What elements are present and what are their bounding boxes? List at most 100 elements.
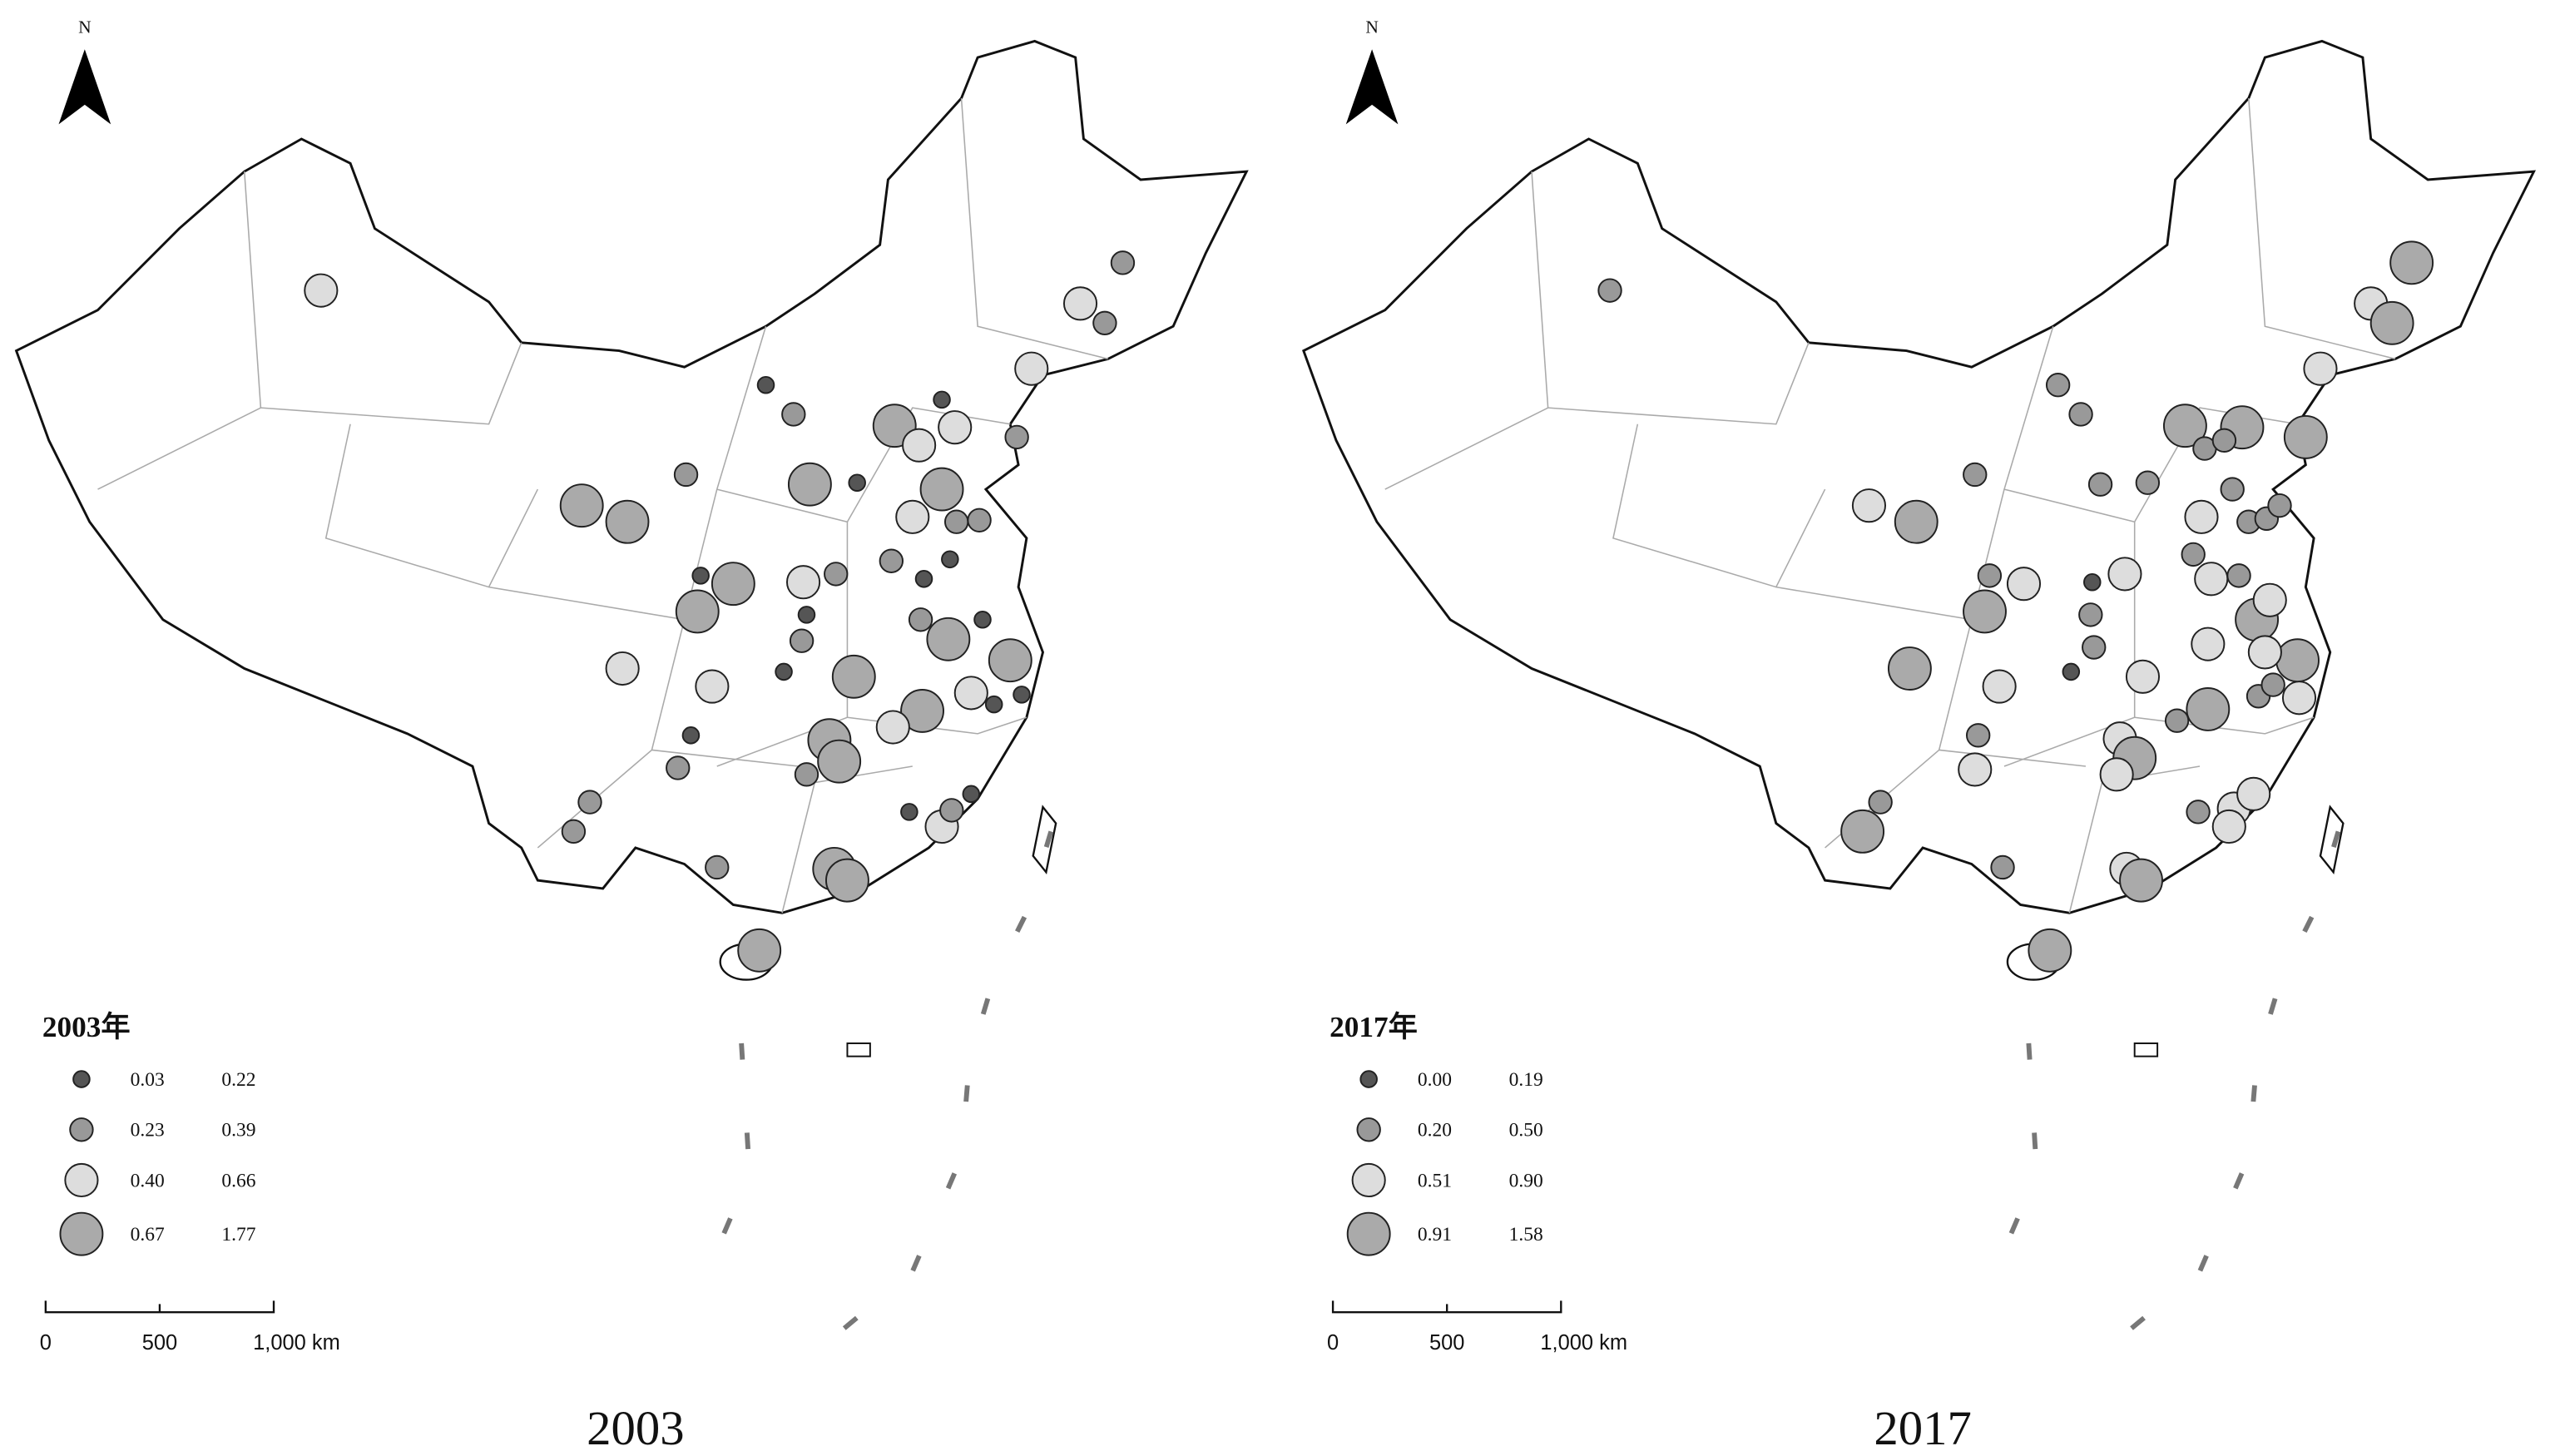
north-arrow [58,49,111,125]
city-circle [691,567,710,585]
legend-low: 0.23 [131,1120,165,1142]
city-circle [737,928,782,973]
city-circle [2028,928,2072,973]
city-circle [2303,351,2338,386]
city-circle [2247,635,2282,670]
legend-low: 0.91 [1418,1224,1452,1246]
city-circle [943,509,969,534]
legend-symbol [1359,1070,1378,1088]
legend-symbol [1351,1162,1386,1198]
legend-high: 0.39 [221,1120,255,1142]
city-circle [1958,752,1993,787]
province-border [1775,325,2054,621]
city-circle [879,548,904,573]
city-circle [1887,646,1932,691]
city-circle [984,695,1003,714]
legend-title: 2003年 [42,1011,131,1043]
island-taiwan [1032,805,1057,875]
scale-label: 0 [1327,1331,1339,1354]
city-circle [2260,672,2285,697]
city-circle [2186,800,2211,825]
city-circle [559,483,604,528]
north-label: N [1365,17,1379,37]
city-circle [1977,563,2003,588]
legend-low: 0.51 [1418,1170,1452,1191]
province-border [1547,342,1810,425]
north-arrow [1345,49,1399,125]
city-circle [2107,557,2142,592]
legend-high: 0.90 [1509,1170,1543,1191]
legend-high: 0.66 [221,1170,255,1191]
city-circle [1963,589,2007,634]
city-circle [831,654,876,699]
panel-caption: 2017 [1874,1401,1972,1455]
city-circle [2062,662,2081,681]
city-circle [962,785,981,804]
city-circle [2281,681,2317,716]
scale-label: 500 [1429,1331,1464,1354]
city-circle [2184,499,2219,534]
city-circle [1965,723,1991,748]
city-circle [1092,310,1117,335]
city-circle [919,467,964,512]
city-circle [2220,477,2245,502]
scale-label: 1,000 km [1540,1331,1627,1354]
city-circle [2211,428,2237,453]
legend-low: 0.67 [131,1224,165,1246]
city-circle [666,755,691,780]
city-circle [848,473,866,493]
city-circle [2082,635,2107,660]
city-circle [953,676,988,711]
city-circle [781,402,806,427]
legend-symbol [64,1162,99,1198]
legend-low: 0.40 [131,1170,165,1191]
city-circle [2164,708,2190,733]
city-circle [561,819,587,844]
city-circle [933,390,951,409]
city-circle [1110,250,1136,275]
city-circle [577,790,602,815]
city-circle [673,462,699,488]
province-border [1939,749,2087,767]
city-circle [605,651,640,686]
city-circle [825,858,869,903]
legend-symbol [1346,1211,1391,1256]
country-outline [14,39,1249,914]
city-circle [2283,414,2328,459]
city-circle [2194,562,2229,597]
city-circle [902,428,937,463]
city-circle [2125,659,2161,694]
city-circle [895,499,930,534]
city-circle [711,562,755,607]
city-circle [2389,240,2434,285]
city-circle [2369,300,2414,345]
city-circle [941,550,959,569]
legend-symbol [1356,1117,1381,1142]
legend-symbol [59,1211,104,1256]
city-circle [695,669,730,704]
city-circle [775,662,793,681]
city-circle [1963,462,1988,488]
city-circle [1014,351,1049,386]
city-circle [2087,472,2113,497]
legend-high: 0.50 [1509,1120,1543,1142]
city-circle [2275,638,2320,683]
legend-symbol [72,1070,91,1088]
city-circle [1062,286,1098,321]
city-circle [785,565,821,600]
province-border [324,423,539,588]
island-taiwan [2319,805,2345,875]
legend-symbol [69,1117,94,1142]
city-circle [1868,790,1893,815]
scale-label: 500 [142,1331,177,1354]
city-circle [908,607,933,632]
city-circle [2226,563,2251,588]
city-circle [2045,373,2071,398]
city-circle [1990,854,2015,880]
legend-high: 0.19 [1509,1069,1543,1091]
city-circle [756,375,775,394]
city-circle [797,606,816,624]
province-border [1612,423,1826,588]
south-sea-islands [846,1042,871,1057]
